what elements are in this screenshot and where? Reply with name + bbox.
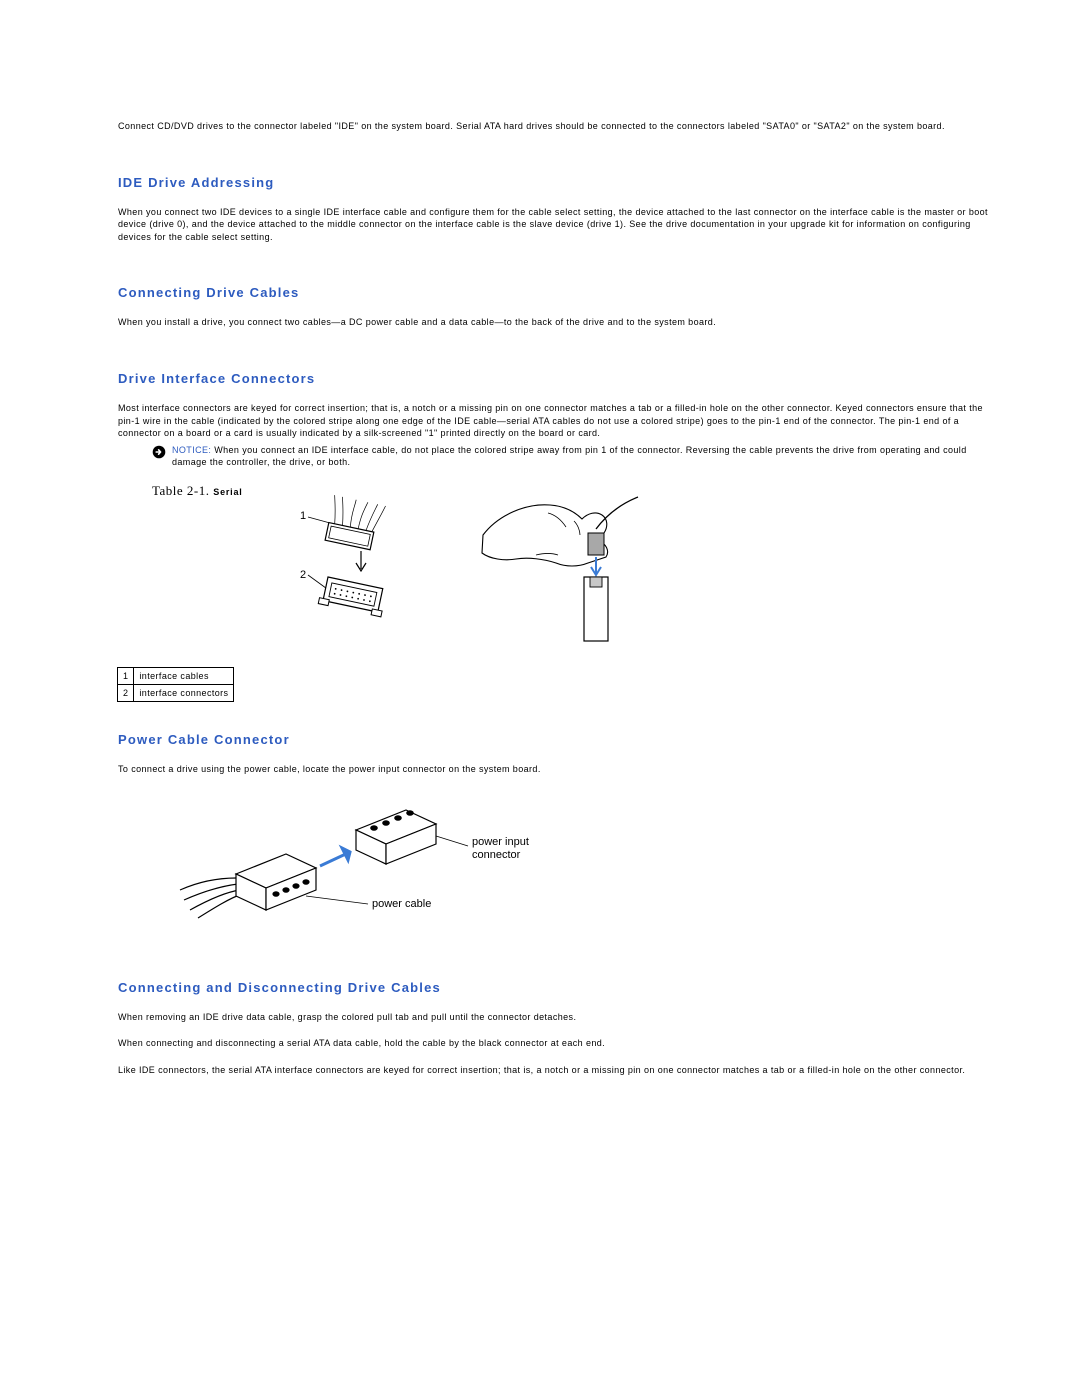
connecting-paragraph: When you install a drive, you connect tw… [118, 316, 990, 329]
intro-paragraph: Connect CD/DVD drives to the connector l… [118, 120, 990, 133]
power-paragraph: To connect a drive using the power cable… [118, 763, 990, 776]
callout-1: 1 [300, 510, 307, 522]
interface-diagrams: 1 2 [278, 493, 990, 653]
label-power-cable: power cable [372, 898, 431, 910]
heading-power-connector: Power Cable Connector [118, 732, 990, 747]
disconnect-p3: Like IDE connectors, the serial ATA inte… [118, 1064, 990, 1077]
disconnect-p2: When connecting and disconnecting a seri… [118, 1037, 990, 1050]
page-content: Connect CD/DVD drives to the connector l… [0, 0, 1080, 1140]
notice-text: NOTICE: When you connect an IDE interfac… [172, 444, 990, 469]
table-caption-suffix: Serial [213, 487, 242, 497]
notice-block: NOTICE: When you connect an IDE interfac… [152, 444, 990, 469]
sata-hand-diagram [478, 493, 678, 653]
table-row: 2 interface connectors [118, 684, 234, 701]
interface-paragraph: Most interface connectors are keyed for … [118, 402, 990, 440]
notice-icon [152, 445, 166, 459]
heading-connect-disconnect: Connecting and Disconnecting Drive Cable… [118, 980, 990, 995]
table-caption-prefix: Table 2-1. [152, 483, 213, 498]
heading-connecting-cables: Connecting Drive Cables [118, 285, 990, 300]
legend-cell-label: interface cables [134, 667, 234, 684]
notice-body: When you connect an IDE interface cable,… [172, 445, 967, 468]
callout-2: 2 [300, 569, 307, 581]
legend-table: 1 interface cables 2 interface connector… [117, 667, 234, 702]
legend-cell-num: 1 [118, 667, 134, 684]
label-power-input: power input [472, 836, 529, 848]
heading-ide-addressing: IDE Drive Addressing [118, 175, 990, 190]
table-row: 1 interface cables [118, 667, 234, 684]
ide-connector-diagram: 1 2 [278, 493, 418, 643]
disconnect-p1: When removing an IDE drive data cable, g… [118, 1011, 990, 1024]
heading-interface-connectors: Drive Interface Connectors [118, 371, 990, 386]
legend-cell-num: 2 [118, 684, 134, 701]
notice-label: NOTICE: [172, 445, 211, 455]
power-cable-diagram: power input connector power cable [178, 782, 990, 934]
ide-paragraph: When you connect two IDE devices to a si… [118, 206, 990, 244]
legend-cell-label: interface connectors [134, 684, 234, 701]
label-connector: connector [472, 849, 521, 861]
